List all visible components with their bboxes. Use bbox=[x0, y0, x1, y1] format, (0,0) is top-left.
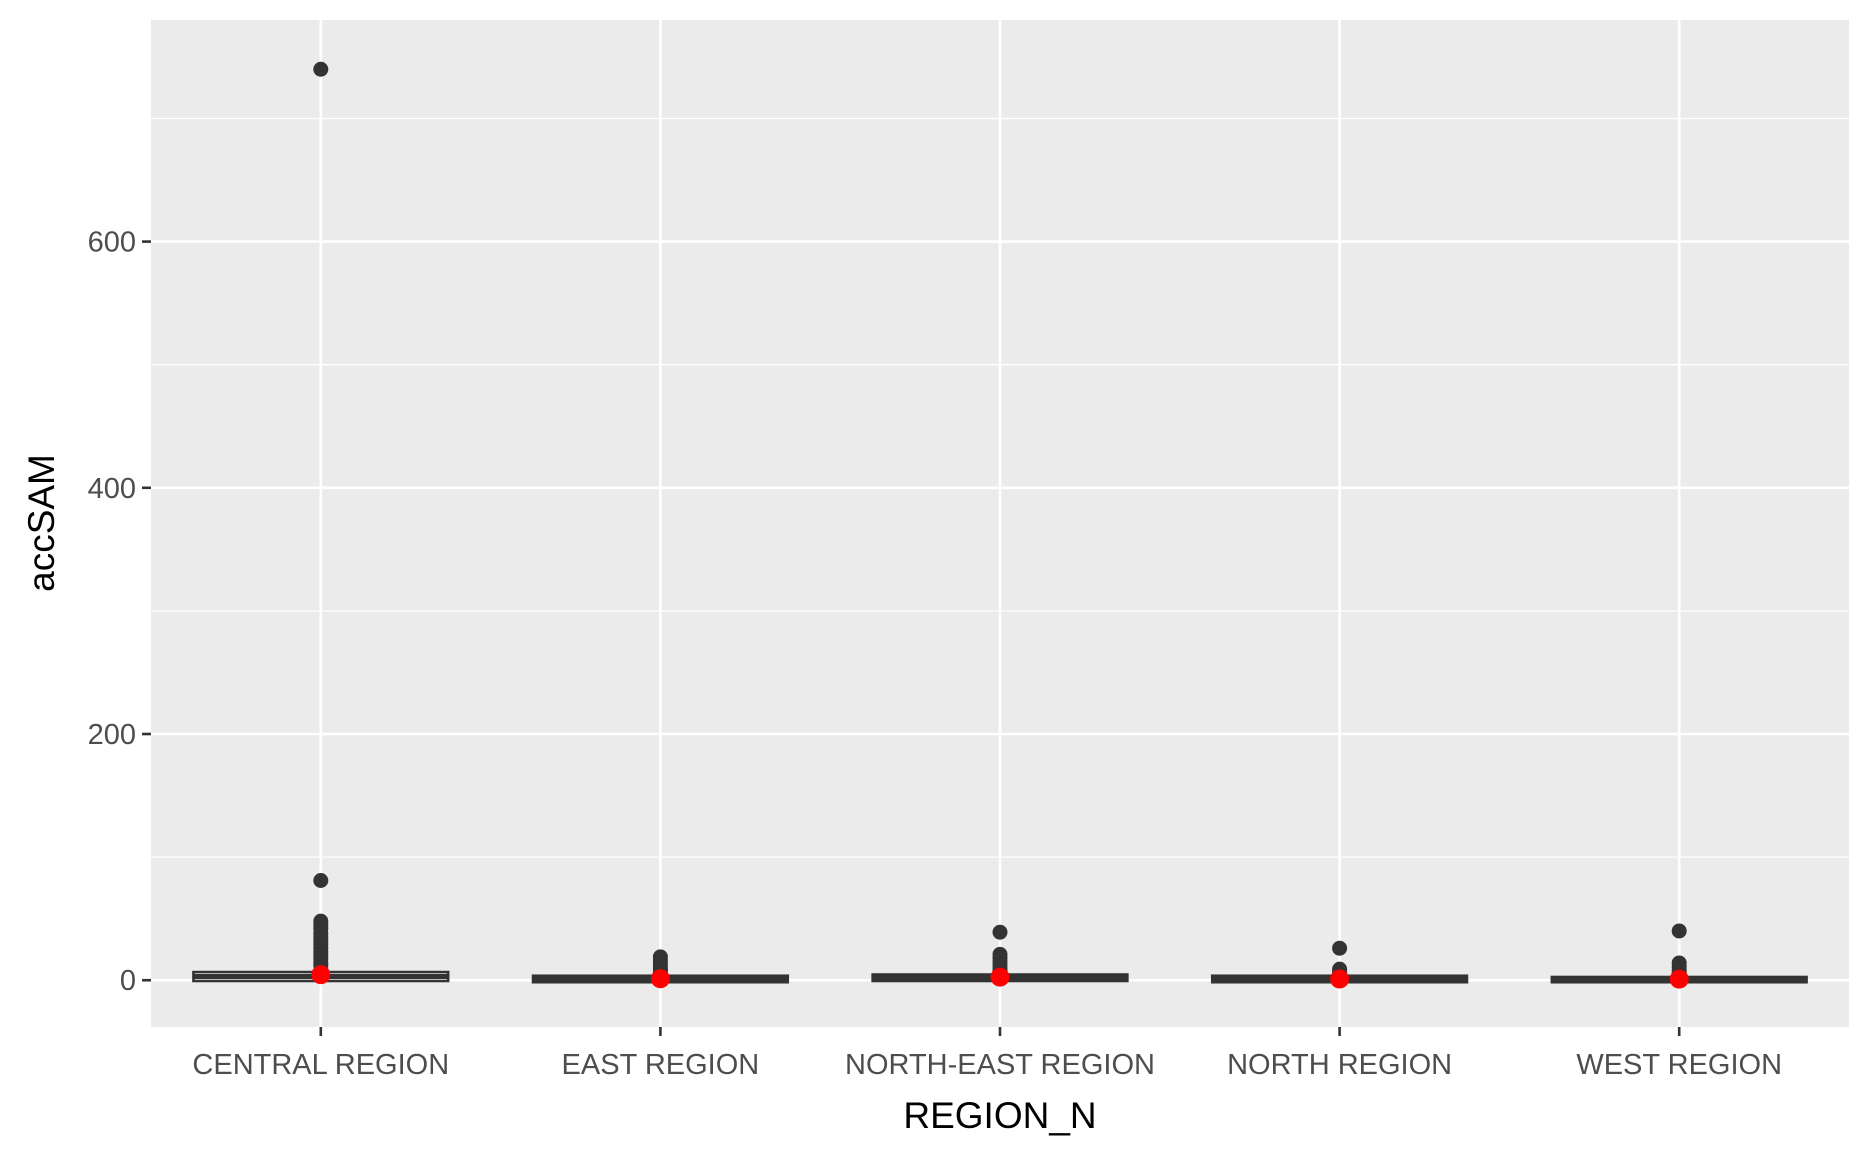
boxplot-west-region bbox=[1550, 923, 1808, 989]
axes: 0 200 400 600 CENTRAL REGION EAST REGION NORTH… bbox=[88, 227, 1782, 1081]
x-tick-label: EAST REGION bbox=[562, 1049, 760, 1081]
y-tick-label: 600 bbox=[88, 227, 136, 259]
x-tick-label: NORTH-EAST REGION bbox=[845, 1049, 1155, 1081]
outlier-point bbox=[313, 61, 329, 77]
x-tick-label: NORTH REGION bbox=[1227, 1049, 1452, 1081]
x-axis-title: REGION_N bbox=[903, 1095, 1096, 1136]
boxplot-central-region bbox=[192, 61, 450, 985]
mean-point bbox=[1669, 969, 1689, 989]
mean-point bbox=[1330, 969, 1350, 989]
mean-point bbox=[311, 965, 331, 985]
outlier-point bbox=[1332, 940, 1348, 956]
grid bbox=[151, 20, 1849, 1027]
x-tick-label: CENTRAL REGION bbox=[192, 1049, 449, 1081]
boxplot-east-region bbox=[531, 949, 790, 989]
boxplot-north-east-region bbox=[871, 924, 1129, 987]
y-tick-label: 400 bbox=[88, 473, 136, 505]
y-tick-label: 0 bbox=[120, 965, 136, 997]
mean-point bbox=[990, 967, 1010, 987]
outlier-point bbox=[1671, 923, 1687, 939]
chart-marks bbox=[192, 61, 1808, 989]
boxplot-north-region bbox=[1210, 940, 1469, 989]
outlier-point bbox=[313, 873, 329, 889]
y-tick-label: 200 bbox=[88, 719, 136, 751]
outlier-point bbox=[992, 924, 1008, 940]
x-tick-label: WEST REGION bbox=[1576, 1049, 1782, 1081]
mean-point bbox=[650, 969, 670, 989]
y-axis-title: accSAM bbox=[21, 454, 62, 592]
